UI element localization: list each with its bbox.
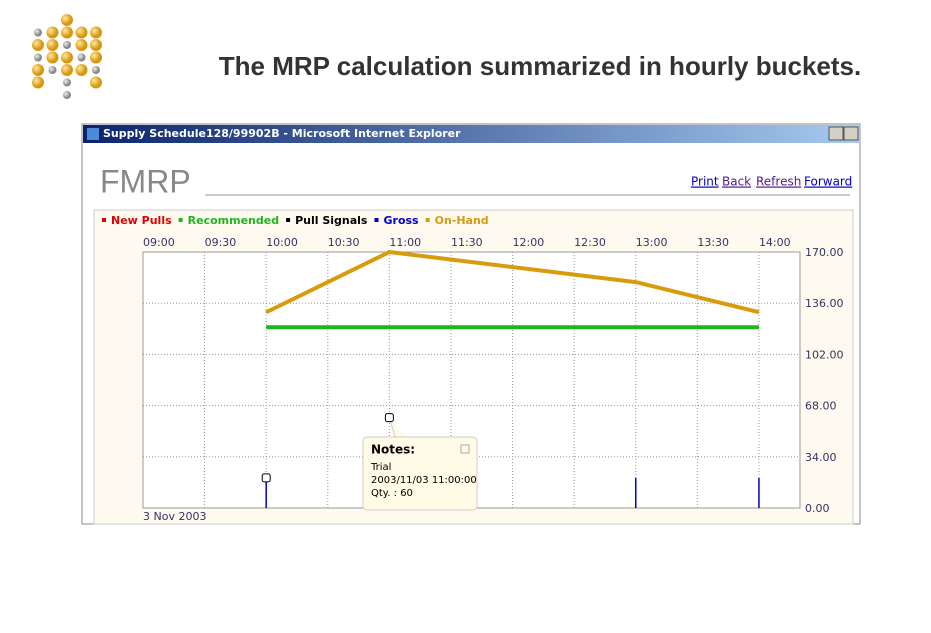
nav-link[interactable]: Refresh (756, 175, 801, 189)
ie-icon (87, 128, 99, 140)
y-tick-label: 136.00 (805, 297, 844, 310)
x-tick-label: 10:30 (328, 236, 360, 249)
legend-label: Gross (383, 214, 419, 227)
logo-dot (92, 66, 100, 74)
maximize-button[interactable] (843, 126, 859, 141)
note-close[interactable] (460, 444, 470, 454)
nav-link[interactable]: Back (722, 175, 751, 189)
window-title: Supply Schedule128/99902B - Microsoft In… (103, 127, 461, 140)
note-marker[interactable] (261, 473, 271, 483)
logo-dot (77, 53, 86, 62)
y-tick-label: 170.00 (805, 246, 844, 259)
x-tick-label: 13:30 (697, 236, 729, 249)
logo-dot (63, 41, 71, 49)
logo-dot (34, 28, 42, 37)
company-logo (32, 14, 102, 99)
series-line (265, 249, 760, 315)
x-tick-label: 11:30 (451, 236, 483, 249)
x-tick-label: 09:00 (143, 236, 175, 249)
x-tick-label: 11:00 (389, 236, 421, 249)
note-marker[interactable] (384, 413, 394, 423)
legend-label: Pull Signals (295, 214, 368, 227)
note-title: Notes: (371, 443, 415, 457)
logo-dot (32, 39, 44, 51)
slide-title: The MRP calculation summarized in hourly… (219, 51, 861, 81)
logo-dot (90, 51, 102, 64)
legend-swatch (178, 218, 183, 222)
note-line: Trial (370, 462, 391, 473)
legend-swatch (102, 218, 106, 222)
legend-swatch (425, 218, 430, 222)
logo-dot (48, 66, 57, 74)
legend-label: On-Hand (435, 214, 489, 227)
note-box (362, 436, 478, 511)
legend-label: New Pulls (111, 214, 172, 227)
date-label: 3 Nov 2003 (143, 510, 206, 523)
x-tick-label: 12:00 (513, 236, 545, 249)
logo-dot (46, 26, 59, 39)
logo-dot (61, 51, 73, 64)
nav-link[interactable]: Print (691, 175, 719, 189)
x-tick-label: 14:00 (759, 236, 791, 249)
y-tick-label: 68.00 (805, 400, 837, 413)
logo-dot (46, 39, 59, 51)
note-line: Qty. : 60 (371, 488, 413, 499)
logo-dot (90, 39, 102, 51)
logo-dot (75, 39, 88, 51)
logo-dot (61, 14, 73, 26)
logo-dot (63, 78, 71, 87)
logo-dot (90, 76, 102, 89)
legend-swatch (286, 218, 291, 222)
logo-dot (32, 64, 44, 76)
logo-dot (75, 26, 88, 39)
logo-dot (75, 64, 88, 76)
x-tick-label: 09:30 (205, 236, 237, 249)
x-tick-label: 13:00 (636, 236, 668, 249)
y-tick-label: 0.00 (805, 502, 830, 515)
logo-dot (90, 26, 102, 39)
title-bar (83, 125, 859, 143)
note-line: 2003/11/03 11:00:00 (371, 475, 477, 486)
legend-swatch (374, 218, 379, 222)
logo-dot (63, 91, 71, 99)
logo-dot (61, 64, 73, 76)
x-tick-label: 12:30 (574, 236, 606, 249)
legend-label: Recommended (188, 214, 279, 227)
y-tick-label: 34.00 (805, 451, 837, 464)
minimize-button[interactable] (828, 126, 844, 141)
logo-dot (34, 53, 42, 62)
x-tick-label: 10:00 (266, 236, 298, 249)
logo-dot (61, 26, 73, 39)
fmrp-logo: FMRP (100, 163, 191, 199)
nav-link[interactable]: Forward (804, 175, 852, 189)
logo-dot (46, 51, 59, 64)
logo-dot (32, 76, 44, 89)
y-tick-label: 102.00 (805, 348, 844, 361)
